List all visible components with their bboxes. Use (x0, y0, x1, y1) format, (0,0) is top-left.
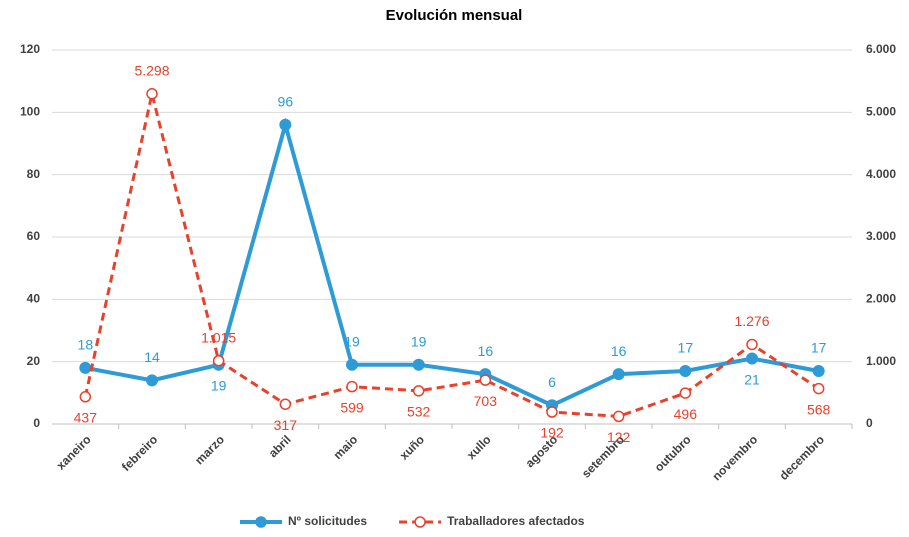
data-label: 1.015 (201, 329, 236, 345)
marker (746, 352, 758, 365)
line (84, 117, 820, 408)
data-label: 18 (78, 337, 94, 353)
marker (812, 382, 825, 395)
marker (279, 118, 292, 131)
y-tick-label: 80 (27, 167, 41, 181)
y2-tick-label: 5.000 (866, 105, 896, 119)
data-label: 96 (278, 94, 294, 110)
y2-tick-label: 2.000 (866, 292, 896, 306)
data-label: 19 (344, 333, 360, 349)
marker (412, 358, 425, 371)
y2-tick-label: 0 (866, 416, 873, 430)
x-tick-label: maio (331, 432, 361, 462)
marker (612, 410, 625, 423)
marker (479, 374, 492, 386)
x-tick-label: xullo (464, 432, 494, 462)
data-label: 532 (407, 404, 431, 420)
marker (279, 398, 292, 410)
data-label: 599 (340, 399, 364, 415)
data-label: 5.298 (134, 62, 169, 78)
x-tick-label: abril (266, 432, 294, 460)
y-tick-label: 60 (27, 229, 41, 243)
marker (812, 365, 825, 378)
data-label: 1.276 (734, 313, 769, 329)
legend-label: Traballadores afectados (447, 514, 585, 528)
marker (746, 338, 758, 351)
legend-marker (414, 516, 426, 528)
data-label: 19 (411, 333, 427, 349)
x-tick-label: xaneiro (54, 432, 94, 472)
y-tick-label: 40 (27, 292, 41, 306)
legend-marker (255, 516, 267, 528)
marker (146, 374, 158, 387)
x-tick-label: marzo (192, 432, 227, 467)
x-tick-label: febreiro (119, 432, 160, 473)
marker (412, 385, 425, 397)
marker (346, 358, 358, 371)
marker (212, 354, 225, 367)
marker (679, 365, 692, 378)
marker (546, 406, 558, 418)
line (83, 93, 820, 418)
marker (146, 88, 158, 100)
marker (79, 361, 92, 374)
marker (679, 387, 692, 399)
marker (612, 368, 625, 381)
data-label: 317 (274, 417, 298, 433)
marker (346, 380, 358, 393)
marker (79, 391, 92, 403)
data-label: 21 (744, 371, 760, 387)
y2-tick-label: 6.000 (866, 42, 896, 56)
x-tick-label: decembro (777, 432, 827, 482)
data-label: 122 (607, 429, 631, 445)
data-label: 496 (674, 406, 698, 422)
data-label: 16 (611, 343, 627, 359)
data-label: 17 (678, 340, 694, 356)
legend-label: Nº solicitudes (288, 514, 367, 528)
data-label: 437 (74, 409, 98, 425)
x-tick-label: novembro (709, 432, 760, 483)
data-label: 568 (807, 401, 831, 417)
y-tick-label: 120 (20, 42, 40, 56)
data-label: 6 (548, 374, 556, 390)
data-label: 19 (211, 377, 227, 393)
data-label: 17 (811, 340, 827, 356)
data-label: 16 (478, 343, 494, 359)
x-tick-label: xuño (397, 432, 427, 462)
data-label: 192 (540, 425, 564, 441)
data-label: 14 (144, 349, 160, 365)
y-tick-label: 0 (33, 416, 40, 430)
y2-tick-label: 1.000 (866, 354, 896, 368)
x-tick-label: outubro (652, 432, 694, 474)
y-tick-label: 100 (20, 105, 40, 119)
data-label: 703 (474, 393, 498, 409)
y-tick-label: 20 (27, 354, 41, 368)
y2-tick-label: 3.000 (866, 229, 896, 243)
chart-title: Evolución mensual (386, 7, 523, 24)
y2-tick-label: 4.000 (866, 167, 896, 181)
